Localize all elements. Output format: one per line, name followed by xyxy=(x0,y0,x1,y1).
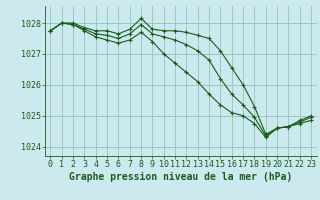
X-axis label: Graphe pression niveau de la mer (hPa): Graphe pression niveau de la mer (hPa) xyxy=(69,172,292,182)
